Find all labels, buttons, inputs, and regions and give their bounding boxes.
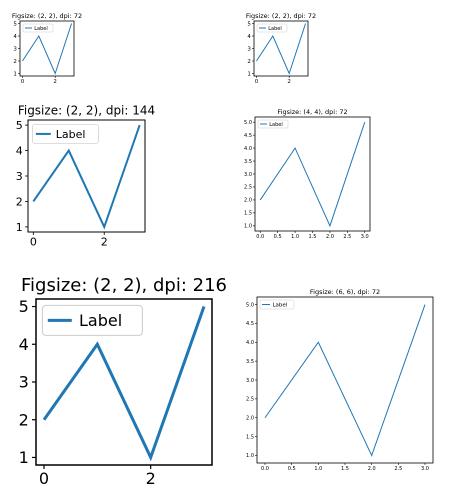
chart-1: Figsize: (2, 2), dpi: 72 0 2 1 2 3 4 5 Label [12, 12, 82, 85]
plot-frame [256, 296, 434, 464]
x-tick-label: 2 [287, 79, 291, 85]
legend: Label [41, 304, 143, 336]
y-tick-label: 4.5 [246, 321, 254, 327]
x-tick-label: 0.0 [261, 466, 269, 472]
x-tick-label: 2.5 [343, 234, 351, 240]
legend-box [22, 23, 54, 33]
chart-title: Figsize: (6, 6), dpi: 72 [310, 288, 380, 296]
chart-2: Figsize: (2, 2), dpi: 72 0 2 1 2 3 4 5 Label [246, 12, 316, 85]
y-tick-label: 5 [16, 119, 23, 132]
y-tick-label: 1.5 [244, 211, 252, 217]
y-tick-label: 3 [19, 373, 29, 392]
y-tick-label: 2.5 [244, 185, 252, 191]
legend-box [256, 23, 288, 33]
legend: Label [259, 299, 295, 310]
series-line [32, 124, 141, 230]
chart-title: Figsize: (2, 2), dpi: 72 [12, 12, 82, 20]
legend: Label [256, 23, 288, 33]
x-tick-label: 1.0 [291, 234, 299, 240]
series-line [42, 306, 206, 462]
y-tick-label: 1 [19, 448, 29, 467]
x-tick-label: 0 [255, 79, 259, 85]
series-line [256, 23, 307, 75]
x-tick-label: 2 [53, 79, 57, 85]
legend-box [257, 119, 289, 129]
y-tick-label: 1 [247, 71, 251, 77]
chart-6: Figsize: (6, 6), dpi: 72 0.0 0.5 1.0 1.5 2.0 2… [246, 288, 434, 472]
y-tick-label: 1.0 [244, 224, 252, 230]
legend-label: Label [56, 128, 86, 141]
y-tick-label: 2 [13, 59, 17, 65]
y-tick-label: 1.0 [246, 453, 254, 459]
legend: Label [257, 119, 289, 129]
y-tick-label: 2.0 [244, 198, 252, 204]
x-tick-label: 0 [39, 469, 49, 488]
chart-3: Figsize: (2, 2), dpi: 144 0 2 1 2 3 4 5 Label [16, 104, 155, 249]
x-tick-label: 3.0 [421, 466, 429, 472]
y-tick-label: 3.5 [246, 359, 254, 365]
y-tick-label: 4.5 [244, 133, 252, 139]
chart-title: Figsize: (2, 2), dpi: 144 [18, 104, 155, 118]
legend-box [32, 124, 99, 144]
x-tick-label: 1.5 [309, 234, 317, 240]
chart-title: Figsize: (4, 4), dpi: 72 [277, 108, 347, 116]
chart-4: Figsize: (4, 4), dpi: 72 0.0 0.5 1.0 1.5 2.0 2… [244, 108, 371, 240]
x-tick-label: 2.0 [368, 466, 376, 472]
y-tick-label: 3.0 [244, 172, 252, 178]
legend-label: Label [268, 26, 282, 32]
legend-label: Label [272, 302, 287, 308]
chart-title: Figsize: (2, 2), dpi: 216 [21, 275, 227, 296]
legend: Label [22, 23, 54, 33]
y-tick-label: 3 [247, 46, 251, 52]
y-tick-label: 1 [16, 221, 23, 234]
legend: Label [32, 124, 99, 144]
y-tick-label: 2 [247, 59, 251, 65]
y-tick-label: 5 [13, 21, 17, 27]
y-tick-label: 5.0 [244, 120, 252, 126]
chart-title: Figsize: (2, 2), dpi: 72 [246, 12, 316, 20]
x-tick-label: 0.0 [256, 234, 264, 240]
y-tick-label: 1.5 [246, 434, 254, 440]
series-line [259, 122, 366, 228]
y-tick-label: 5 [19, 297, 29, 316]
chart-5: Figsize: (2, 2), dpi: 216 0 2 1 2 3 4 5 Label [19, 275, 227, 488]
y-tick-label: 3.5 [244, 159, 252, 165]
y-tick-label: 3 [16, 170, 23, 183]
series-line [264, 304, 426, 457]
legend-box [259, 299, 295, 310]
y-tick-label: 3.0 [246, 378, 254, 384]
y-tick-label: 3 [13, 46, 17, 52]
y-tick-label: 2.0 [246, 415, 254, 421]
y-tick-label: 2.5 [246, 397, 254, 403]
x-tick-label: 2.0 [326, 234, 334, 240]
x-tick-label: 0 [30, 235, 37, 248]
y-tick-label: 4 [247, 34, 251, 40]
legend-label: Label [269, 122, 283, 128]
x-tick-label: 0.5 [274, 234, 282, 240]
plot-frame [254, 116, 371, 232]
y-tick-label: 2 [16, 195, 23, 208]
x-tick-label: 1.5 [341, 466, 349, 472]
y-tick-label: 5 [247, 21, 251, 27]
x-tick-label: 3.0 [361, 234, 369, 240]
legend-box [41, 304, 143, 336]
y-tick-label: 2 [19, 410, 29, 429]
y-tick-label: 4.0 [246, 340, 254, 346]
legend-label: Label [79, 311, 122, 330]
y-tick-label: 4 [16, 144, 23, 157]
x-tick-label: 2.5 [394, 466, 402, 472]
x-tick-label: 0.5 [288, 466, 296, 472]
y-tick-label: 5.0 [246, 302, 254, 308]
x-tick-label: 2 [101, 235, 108, 248]
y-tick-label: 1 [13, 71, 17, 77]
legend-label: Label [34, 26, 48, 32]
x-tick-label: 2 [146, 469, 156, 488]
y-tick-label: 4 [13, 34, 17, 40]
x-tick-label: 1.0 [314, 466, 322, 472]
y-tick-label: 4 [19, 335, 29, 354]
series-line [22, 23, 73, 75]
y-tick-label: 4.0 [244, 146, 252, 152]
x-tick-label: 0 [21, 79, 25, 85]
